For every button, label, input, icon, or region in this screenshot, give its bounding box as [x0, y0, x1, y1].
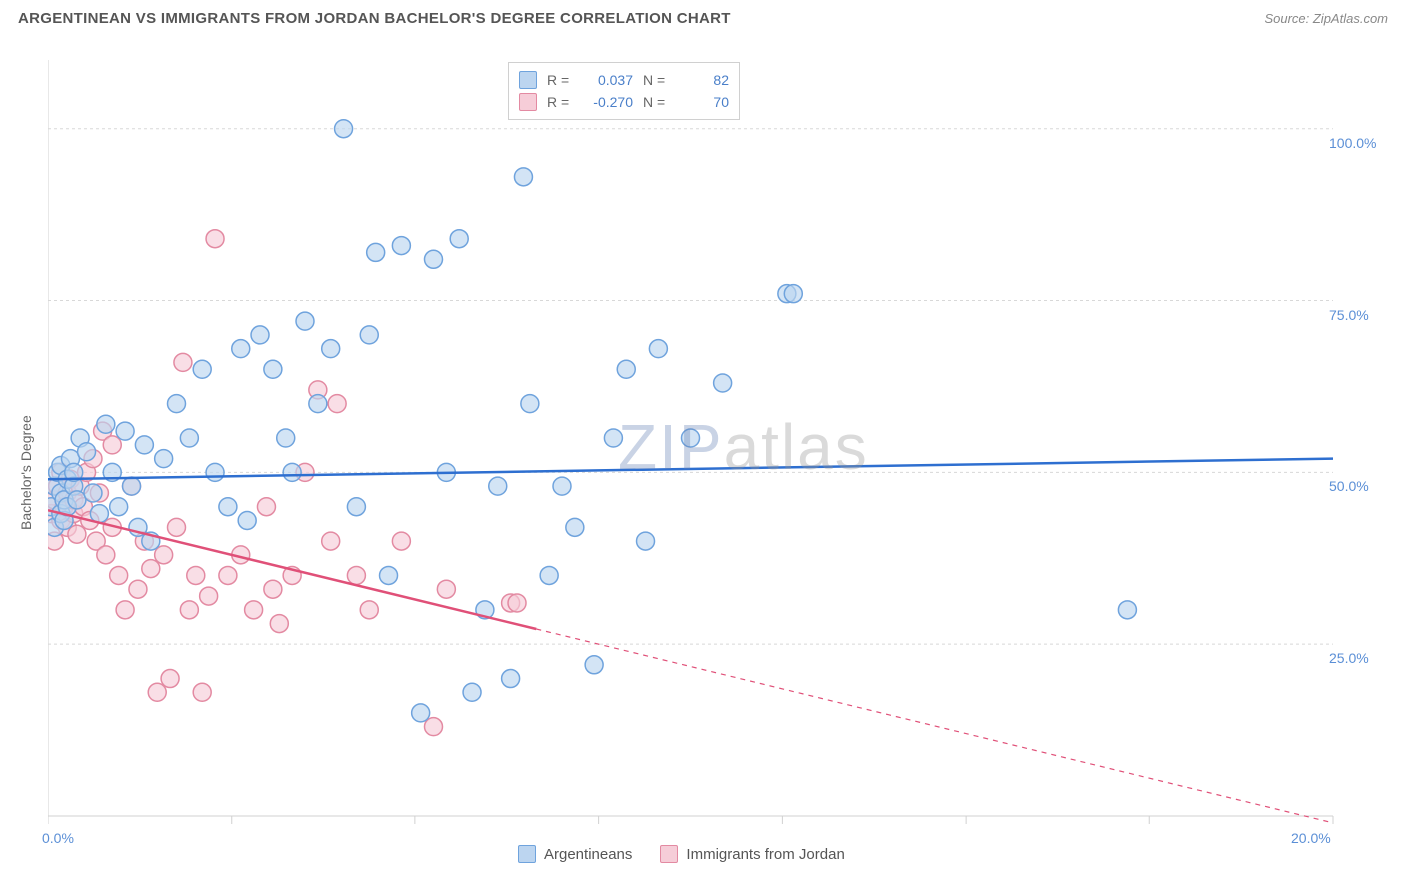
- source-label: Source: ZipAtlas.com: [1264, 11, 1388, 26]
- legend-swatch-blue: [519, 71, 537, 89]
- legend-label: Immigrants from Jordan: [686, 846, 844, 863]
- legend-row-series-b: R = -0.270 N = 70: [519, 91, 729, 113]
- y-tick-label: 75.0%: [1329, 307, 1369, 323]
- n-label: N =: [643, 91, 669, 113]
- x-tick-label: 20.0%: [1291, 830, 1331, 846]
- r-label: R =: [547, 69, 573, 91]
- n-label: N =: [643, 69, 669, 91]
- y-tick-label: 100.0%: [1329, 135, 1376, 151]
- x-tick-label: 0.0%: [42, 830, 74, 846]
- legend-label: Argentineans: [544, 846, 632, 863]
- legend-swatch-pink: [519, 93, 537, 111]
- chart-container: Bachelor's Degree R = 0.037 N = 82 R = -…: [48, 50, 1388, 850]
- legend-series-names: Argentineans Immigrants from Jordan: [518, 845, 845, 863]
- legend-correlation-box: R = 0.037 N = 82 R = -0.270 N = 70: [508, 62, 740, 120]
- legend-swatch-blue: [518, 845, 536, 863]
- legend-item-argentineans: Argentineans: [518, 845, 632, 863]
- y-tick-label: 50.0%: [1329, 478, 1369, 494]
- n-value-b: 70: [679, 91, 729, 113]
- r-value-a: 0.037: [583, 69, 633, 91]
- scatter-chart: [48, 50, 1388, 850]
- r-label: R =: [547, 91, 573, 113]
- y-axis-label: Bachelor's Degree: [18, 415, 34, 530]
- n-value-a: 82: [679, 69, 729, 91]
- y-tick-label: 25.0%: [1329, 650, 1369, 666]
- legend-item-jordan: Immigrants from Jordan: [660, 845, 844, 863]
- legend-swatch-pink: [660, 845, 678, 863]
- r-value-b: -0.270: [583, 91, 633, 113]
- legend-row-series-a: R = 0.037 N = 82: [519, 69, 729, 91]
- chart-title: ARGENTINEAN VS IMMIGRANTS FROM JORDAN BA…: [18, 10, 731, 27]
